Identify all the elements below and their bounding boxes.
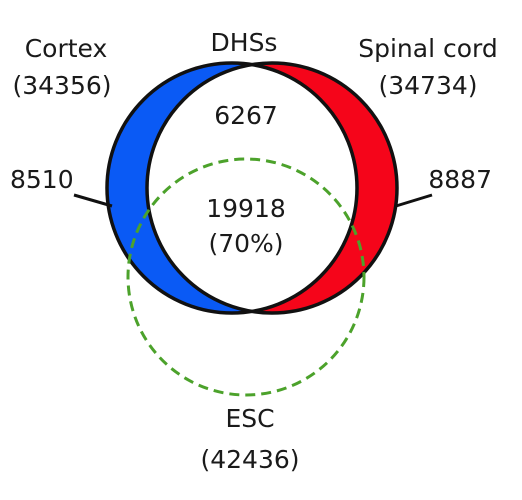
spinal-cord-label: Spinal cord xyxy=(358,34,498,63)
cortex-circle-outline xyxy=(105,61,359,315)
cortex-label: Cortex xyxy=(25,34,108,63)
esc-total: (42436) xyxy=(200,445,299,474)
cortex-spinal-only-count: 6267 xyxy=(214,101,278,130)
esc-circle xyxy=(126,157,366,397)
all-three-percent: (70%) xyxy=(208,229,283,258)
cortex-spinal-intersection xyxy=(147,63,357,313)
diagram-title: DHSs xyxy=(211,28,278,57)
esc-label: ESC xyxy=(225,404,274,433)
all-three-count: 19918 xyxy=(206,194,286,223)
spinal-cord-circle-outline xyxy=(145,61,399,315)
cortex-unique-leader-line xyxy=(73,193,113,208)
spinal-cord-total: (34734) xyxy=(378,71,477,100)
spinal-unique-leader-line xyxy=(395,193,433,208)
spinal-cord-unique-count: 8887 xyxy=(428,165,492,194)
cortex-unique-count: 8510 xyxy=(10,165,74,194)
cortex-total: (34356) xyxy=(12,71,111,100)
